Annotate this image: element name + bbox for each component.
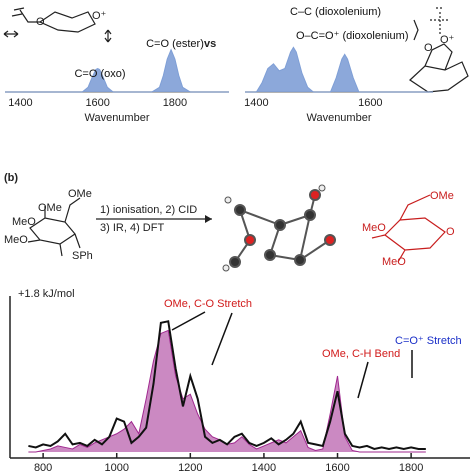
x-tick-label: 1800 bbox=[163, 97, 187, 109]
spectrum-line bbox=[28, 320, 426, 451]
atom-label: MeO bbox=[4, 234, 28, 246]
x-tick-label: 1000 bbox=[104, 462, 128, 474]
atom-label: OMe bbox=[430, 190, 454, 202]
annotation: OMe, C-H Bend bbox=[322, 348, 400, 360]
annotation: C=O⁺ Stretch bbox=[395, 335, 462, 347]
annotation: C=O (oxo) bbox=[74, 68, 125, 80]
reactant-molecule: OMe OMe MeO MeO SPh bbox=[4, 188, 93, 262]
annotation: OMe, C-O Stretch bbox=[164, 298, 252, 310]
panel-label: (b) bbox=[4, 172, 18, 184]
x-tick-label: 1400 bbox=[8, 97, 32, 109]
ball-stick-model bbox=[222, 184, 336, 272]
atom-label: MeO bbox=[382, 256, 406, 268]
area-fill bbox=[5, 49, 229, 92]
atom-label: O bbox=[36, 16, 45, 28]
x-tick-label: 800 bbox=[34, 462, 52, 474]
atom-label: O bbox=[424, 42, 433, 54]
atom-label: MeO bbox=[362, 222, 386, 234]
y-axis-label: +1.8 kJ/mol bbox=[18, 288, 75, 300]
x-axis-label: Wavenumber bbox=[306, 112, 371, 124]
x-tick-label: 1400 bbox=[252, 462, 276, 474]
annotation: O–C=O⁺ (dioxolenium) bbox=[296, 30, 409, 42]
dioxolenium-molecule: O O⁺ bbox=[409, 7, 469, 93]
annotation: C–C (dioxolenium) bbox=[290, 6, 381, 18]
x-tick-label: 1600 bbox=[358, 97, 382, 109]
separator-text: vs bbox=[204, 38, 216, 50]
atom-label: O⁺ bbox=[440, 34, 455, 46]
atom-label: OMe bbox=[38, 202, 62, 214]
x-tick-label: 1200 bbox=[178, 462, 202, 474]
annotation-pointers bbox=[171, 311, 413, 399]
atom-label: MeO bbox=[12, 216, 36, 228]
x-tick-label: 1600 bbox=[85, 97, 109, 109]
annotation: C=O (ester) bbox=[146, 38, 204, 50]
spectrum-line bbox=[5, 48, 229, 93]
x-axis-label: Wavenumber bbox=[84, 112, 149, 124]
atom-label: O⁺ bbox=[92, 10, 107, 22]
oxocarbenium-molecule: O O⁺ bbox=[3, 7, 112, 43]
atom-label: SPh bbox=[72, 250, 93, 262]
reagent-text: 3) IR, 4) DFT bbox=[100, 222, 164, 234]
arrow-head bbox=[205, 215, 212, 223]
x-tick-label: 1600 bbox=[325, 462, 349, 474]
x-tick-label: 1400 bbox=[244, 97, 268, 109]
reagent-text: 1) ionisation, 2) CID bbox=[100, 204, 197, 216]
spectrum-line bbox=[245, 46, 433, 93]
x-tick-label: 1800 bbox=[399, 462, 423, 474]
product-molecule: OMe MeO MeO O bbox=[362, 190, 455, 268]
atom-label: OMe bbox=[68, 188, 92, 200]
atom-label: O bbox=[446, 226, 455, 238]
